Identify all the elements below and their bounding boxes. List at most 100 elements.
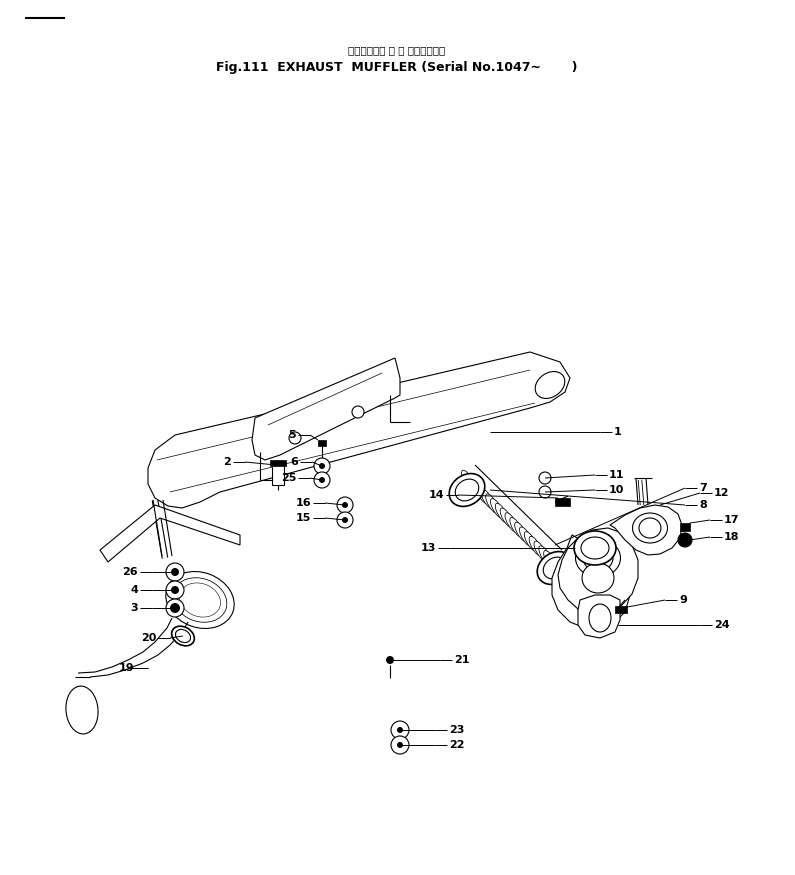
Circle shape [171,568,179,576]
Ellipse shape [589,604,611,632]
Bar [680,523,690,531]
Circle shape [166,581,184,599]
Ellipse shape [534,541,547,561]
Polygon shape [610,505,682,555]
Circle shape [391,721,409,739]
Circle shape [319,463,325,469]
Ellipse shape [537,551,572,584]
Ellipse shape [633,513,668,543]
Text: Fig.111  EXHAUST  MUFFLER (Serial No.1047∼       ): Fig.111 EXHAUST MUFFLER (Serial No.1047∼… [216,60,578,74]
Polygon shape [100,505,240,562]
Text: 24: 24 [714,620,730,630]
Circle shape [678,533,692,547]
Text: 8: 8 [699,500,707,510]
Circle shape [680,535,690,545]
Circle shape [170,603,180,613]
Bar [272,465,284,485]
Bar [270,460,286,466]
Text: 16: 16 [296,498,311,508]
Text: 5: 5 [289,430,296,440]
Ellipse shape [539,546,552,565]
Ellipse shape [449,473,485,507]
Text: 12: 12 [714,488,730,498]
Text: 4: 4 [130,585,138,595]
Ellipse shape [514,522,528,542]
Ellipse shape [549,556,561,575]
Ellipse shape [471,480,484,499]
Circle shape [319,477,325,483]
Circle shape [539,486,551,498]
Circle shape [337,512,353,528]
Text: 11: 11 [609,470,625,480]
Circle shape [397,742,403,748]
Ellipse shape [467,475,479,494]
Circle shape [314,458,330,474]
Ellipse shape [510,517,523,537]
Text: 2: 2 [223,457,231,467]
Circle shape [289,432,301,444]
Ellipse shape [172,626,194,646]
Ellipse shape [529,536,542,556]
Text: 15: 15 [296,513,311,523]
Text: 26: 26 [122,567,138,577]
Bar [615,606,627,613]
Circle shape [342,502,348,508]
Text: 7: 7 [699,483,707,493]
Ellipse shape [166,571,235,628]
Ellipse shape [481,489,494,508]
Ellipse shape [582,563,614,593]
Ellipse shape [505,513,518,532]
Text: 19: 19 [118,663,134,673]
Ellipse shape [583,545,613,571]
Text: 25: 25 [281,473,296,483]
Text: 1: 1 [614,427,622,437]
Text: 3: 3 [130,603,138,613]
Circle shape [166,563,184,581]
Ellipse shape [476,485,489,504]
Text: 21: 21 [454,655,470,665]
Polygon shape [558,528,638,614]
Polygon shape [252,358,400,460]
Ellipse shape [581,537,609,559]
Text: 9: 9 [679,595,687,605]
Ellipse shape [544,550,556,570]
Text: 20: 20 [141,633,156,643]
Text: 23: 23 [449,725,464,735]
Polygon shape [578,595,620,638]
Ellipse shape [519,527,533,546]
Text: 18: 18 [724,532,739,542]
Ellipse shape [462,470,475,490]
Text: 17: 17 [724,515,739,525]
Circle shape [386,656,394,664]
Ellipse shape [176,629,191,642]
Text: 14: 14 [429,490,444,500]
Circle shape [352,406,364,418]
Ellipse shape [66,686,98,734]
Circle shape [171,586,179,594]
Circle shape [166,599,184,617]
Text: 6: 6 [290,457,298,467]
Ellipse shape [525,532,537,551]
Circle shape [397,727,403,733]
Text: エキゾースト マ フ ラ（適用号機: エキゾースト マ フ ラ（適用号機 [348,45,446,55]
Polygon shape [148,352,570,508]
Circle shape [539,472,551,484]
Ellipse shape [180,583,220,617]
Bar [318,440,326,446]
Ellipse shape [574,531,616,565]
Text: 22: 22 [449,740,464,750]
Ellipse shape [576,539,621,577]
Circle shape [391,736,409,754]
Ellipse shape [535,372,564,398]
Circle shape [314,472,330,488]
Ellipse shape [495,503,508,522]
Ellipse shape [491,499,503,518]
Circle shape [342,517,348,523]
Ellipse shape [486,493,498,514]
Ellipse shape [456,480,479,500]
Polygon shape [552,535,630,628]
Ellipse shape [500,508,513,528]
Bar [555,498,570,506]
Text: 10: 10 [609,485,624,495]
Ellipse shape [639,518,661,538]
